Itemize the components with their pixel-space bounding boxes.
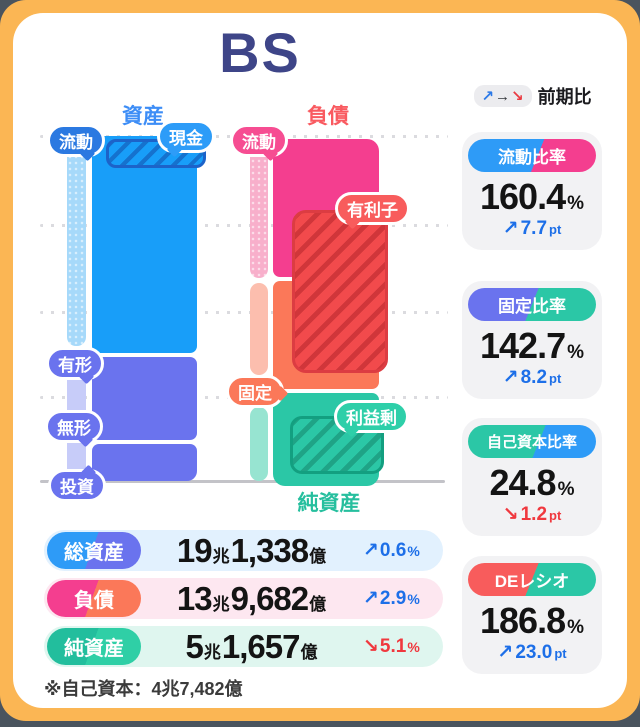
summary-value: 19 兆 1,338 億 [176,531,327,569]
assets-current-narrow-bar [67,136,86,346]
ratio-value: 160.4% [480,176,584,217]
delta-arrow-icon: ↗ [363,588,379,609]
ratio-value: 24.8% [489,462,575,503]
net-assets-label: 純資産 [297,492,361,515]
yoy-arrows-pill: ↗→↘ [474,85,532,107]
yoy-legend-label: 前期比 [537,87,592,107]
summary-delta: ↘ 5.1% [363,636,420,657]
delta-arrow-icon: ↗ [497,642,514,663]
ratio-value: 186.8% [480,600,584,641]
yoy-legend: ↗→↘ 前期比 [458,83,608,109]
summary-label-pill: 負債 [47,580,141,617]
badge-liab-current: 流動 [230,124,288,157]
delta-arrow-icon: ↗ [502,218,519,239]
assets-other-fixed-bar [92,444,197,481]
badge-investment: 投資 [48,469,106,502]
summary-row-liabilities: 負債 13 兆 9,682 億 ↗ 2.9% [44,578,443,619]
net-assets-narrow-bar [250,407,268,481]
ratio-delta: ↗ 23.0 pt [497,642,567,663]
ratio-delta: ↘ 1.2 pt [502,504,562,525]
gridline-2 [40,224,448,227]
ratio-pill: 自己資本比率 [468,425,596,458]
ratio-card-fixed-ratio: 固定比率 142.7% ↗ 8.2 pt [462,281,602,399]
delta-arrow-icon: ↗ [502,367,519,388]
gridline-3 [40,311,448,314]
delta-arrow-icon: ↘ [363,636,379,657]
interest-bearing-hatch-block [292,210,388,373]
summary-value: 13 兆 9,682 億 [176,579,327,617]
summary-label-pill: 純資産 [47,628,141,665]
delta-arrow-icon: ↗ [363,540,379,561]
summary-delta: ↗ 0.6% [363,540,420,561]
badge-tangible: 有形 [46,347,104,380]
liabilities-header: 負債 [307,105,349,128]
ratio-card-current-ratio: 流動比率 160.4% ↗ 7.7 pt [462,132,602,250]
badge-cash: 現金 [157,120,215,153]
assets-tangible-bar [92,357,197,440]
ratio-pill: 固定比率 [468,288,596,321]
flat-arrow-icon: → [495,88,511,105]
down-arrow-icon: ↘ [511,88,525,105]
summary-label-pill: 総資産 [47,532,141,569]
summary-delta: ↗ 2.9% [363,588,420,609]
ratio-delta: ↗ 8.2 pt [502,367,562,388]
summary-row-net-assets: 純資産 5 兆 1,657 億 ↘ 5.1% [44,626,443,667]
ratio-card-equity-ratio: 自己資本比率 24.8% ↘ 1.2 pt [462,418,602,536]
delta-arrow-icon: ↘ [502,504,519,525]
badge-retained-earnings: 利益剰 [334,400,409,433]
liab-current-narrow-bar [250,140,268,278]
ratio-pill: DEレシオ [468,563,596,596]
badge-interest-bearing: 有利子 [335,192,410,225]
up-arrow-icon: ↗ [481,88,495,105]
liab-fixed-narrow-bar [250,283,268,375]
assets-current-bar [92,136,197,353]
ratio-delta: ↗ 7.7 pt [502,218,562,239]
badge-intangible: 無形 [45,410,103,443]
chart-baseline [40,480,445,483]
ratio-pill: 流動比率 [468,139,596,172]
badge-assets-current: 流動 [47,124,105,157]
ratio-card-de-ratio: DEレシオ 186.8% ↗ 23.0 pt [462,556,602,674]
page-title: BS [219,21,301,84]
summary-row-total-assets: 総資産 19 兆 1,338 億 ↗ 0.6% [44,530,443,571]
badge-liab-fixed: 固定 [226,375,284,408]
summary-value: 5 兆 1,657 億 [185,627,318,665]
ratio-value: 142.7% [480,325,584,366]
assets-header: 資産 [122,105,164,128]
equity-footnote: ※自己資本：4兆7,482億 [44,679,243,699]
